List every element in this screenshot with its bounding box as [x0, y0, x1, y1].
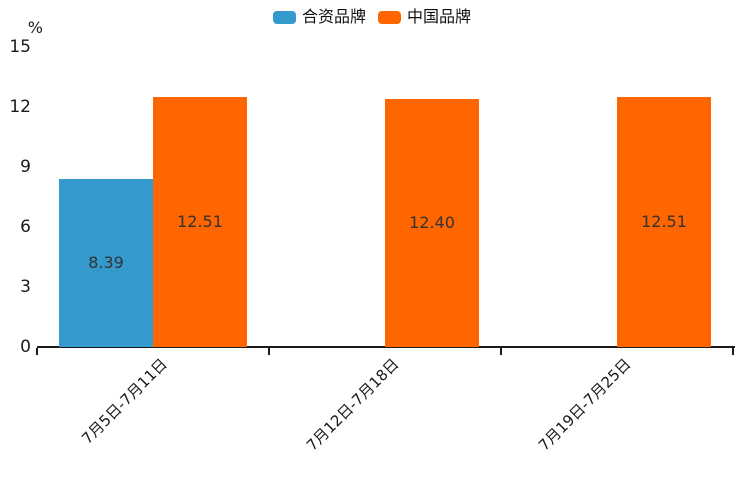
y-tick-label: 0 — [20, 337, 31, 357]
x-axis-tick — [732, 348, 734, 355]
y-tick-label: 12 — [9, 97, 31, 117]
x-tick-label: 7月19日-7月25日 — [535, 355, 635, 455]
x-axis-tick — [500, 348, 502, 355]
bar-value-label: 12.51 — [177, 211, 223, 231]
x-axis-line — [37, 346, 735, 348]
legend-label: 合资品牌 — [301, 7, 366, 26]
x-tick-label: 7月5日-7月11日 — [77, 355, 171, 448]
y-tick-label: 3 — [20, 277, 31, 297]
x-axis-tick — [268, 348, 270, 355]
bar-series1-cat0 — [153, 96, 247, 347]
legend-item-series-0[interactable]: 合资品牌 — [272, 7, 366, 26]
bar-series1-cat2 — [617, 96, 711, 347]
bar-series1-cat1 — [385, 99, 479, 347]
legend-label: 中国品牌 — [407, 7, 472, 26]
bar-value-label: 12.40 — [409, 213, 455, 232]
legend-swatch-icon — [272, 10, 296, 24]
bar-value-label: 8.39 — [88, 253, 124, 273]
x-tick-label: 7月12日-7月18日 — [303, 355, 403, 455]
bar-series0-cat0 — [59, 179, 153, 347]
y-tick-label: 6 — [20, 217, 31, 237]
x-axis-tick — [36, 348, 38, 355]
legend-swatch-icon — [378, 10, 401, 24]
y-tick-label: 15 — [9, 37, 31, 57]
y-axis-unit-label: % — [27, 18, 43, 37]
chart-legend: 合资品牌 中国品牌 — [0, 9, 744, 25]
y-tick-label: 9 — [20, 157, 31, 177]
bar-value-label: 12.51 — [641, 211, 687, 231]
legend-item-series-1[interactable]: 中国品牌 — [378, 9, 471, 25]
